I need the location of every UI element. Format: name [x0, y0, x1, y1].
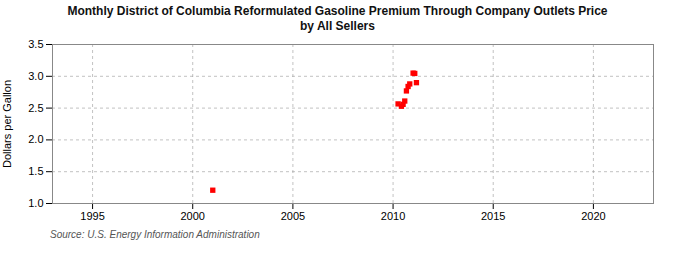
svg-text:2.0: 2.0 [28, 133, 43, 145]
svg-text:2015: 2015 [481, 210, 505, 222]
svg-text:1995: 1995 [80, 210, 104, 222]
svg-text:2010: 2010 [381, 210, 405, 222]
svg-text:2020: 2020 [581, 210, 605, 222]
svg-text:3.0: 3.0 [28, 70, 43, 82]
svg-text:Dollars per Gallon: Dollars per Gallon [1, 80, 13, 168]
svg-text:2000: 2000 [180, 210, 204, 222]
svg-text:3.5: 3.5 [28, 38, 43, 50]
svg-text:1.0: 1.0 [28, 197, 43, 209]
svg-text:1.5: 1.5 [28, 165, 43, 177]
html-text:Monthly District of Columbia R: Monthly District of Columbia Reformulate… [67, 4, 608, 33]
svg-text:2005: 2005 [281, 210, 305, 222]
svg-text:2.5: 2.5 [28, 102, 43, 114]
html-text:Source: U.S. Energy Informatio: Source: U.S. Energy Information Administ… [50, 229, 260, 240]
